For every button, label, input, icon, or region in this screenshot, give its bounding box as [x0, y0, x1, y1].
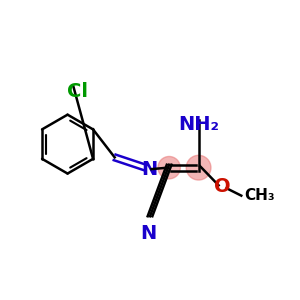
Text: Cl: Cl	[68, 82, 88, 100]
Text: NH₂: NH₂	[178, 116, 219, 134]
Circle shape	[186, 155, 211, 180]
Text: N: N	[140, 224, 157, 243]
Text: CH₃: CH₃	[244, 188, 275, 203]
Circle shape	[158, 157, 180, 179]
Text: N: N	[141, 160, 157, 178]
Text: O: O	[214, 177, 230, 196]
